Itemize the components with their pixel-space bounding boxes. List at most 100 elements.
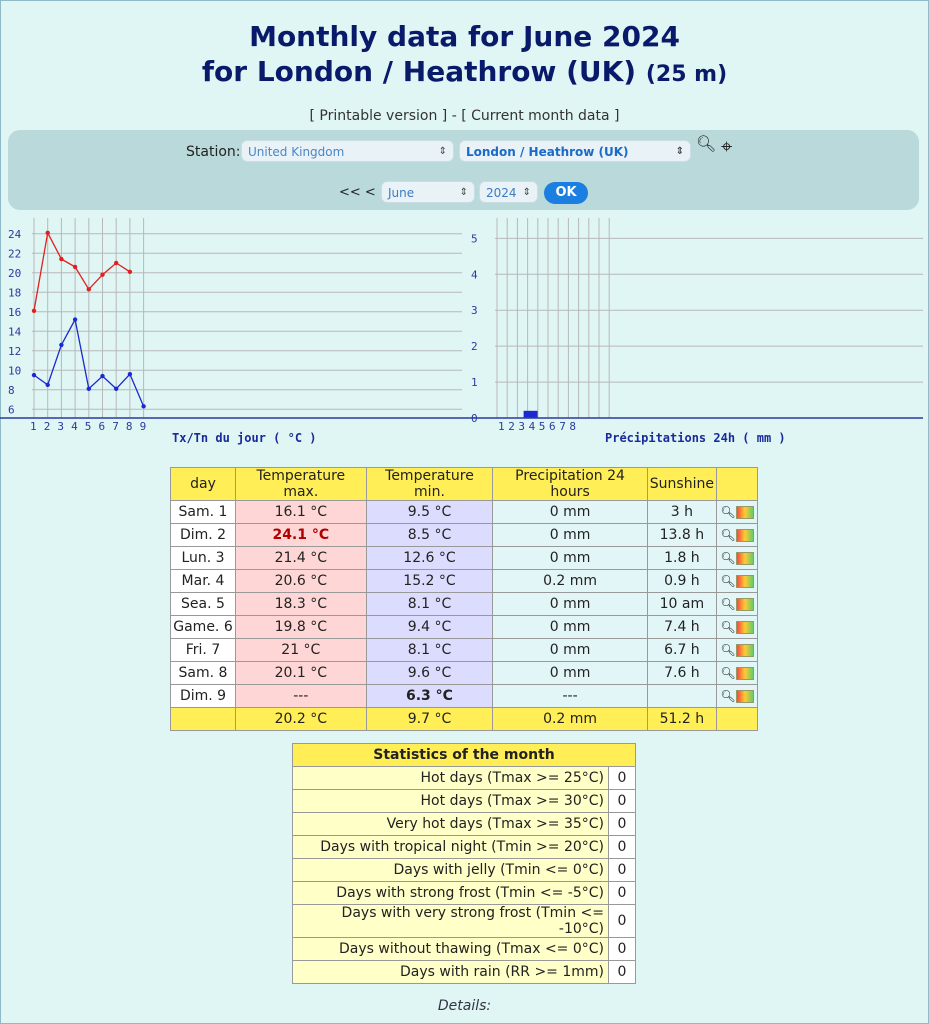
statistic-label: Days without thawing (Tmax <= 0°C) — [292, 937, 609, 961]
y-tick-label: 24 — [8, 228, 22, 241]
tmax-point — [100, 272, 105, 277]
day-cell: Dim. 9 — [170, 684, 236, 708]
statistics-row: Hot days (Tmax >= 25°C) 0 — [292, 766, 636, 790]
map-thumbnail-icon[interactable] — [735, 621, 754, 634]
totals-row: 20.2 °C 9.7 °C 0.2 mm 51.2 h — [170, 707, 758, 731]
sunshine-cell: 7.6 h — [646, 661, 718, 685]
links-separator: - — [447, 108, 462, 124]
tmin-point — [72, 317, 78, 322]
row-actions: 🔍︎ — [716, 615, 758, 639]
precipitation-cell: 0 mm — [492, 546, 648, 570]
tmin-point — [100, 373, 105, 379]
page-subtitle: for London / Heathrow (UK) (25 m) — [0, 55, 929, 88]
precipitation-cell: 0.2 mm — [492, 569, 648, 593]
row-actions: 🔍︎ — [716, 638, 758, 662]
country-select[interactable]: United Kingdom ⇕ — [241, 140, 454, 162]
table-row: Mar. 4 20.6 °C 15.2 °C 0.2 mm 0.9 h 🔍︎ — [170, 569, 758, 593]
zoom-icon[interactable]: 🔍︎ — [720, 689, 736, 703]
y-tick-label: 22 — [8, 247, 21, 260]
totals-label — [170, 707, 236, 731]
station-value: London / Heathrow (UK) — [466, 145, 629, 159]
sunshine-cell — [646, 684, 718, 708]
statistics-header-row: Statistics of the month — [292, 743, 636, 767]
statistic-value: 0 — [608, 904, 636, 938]
table-header-row: day Temperature max. Temperature min. Pr… — [170, 467, 758, 501]
precipitation-cell: 0 mm — [492, 592, 648, 616]
map-thumbnail-icon[interactable] — [735, 529, 754, 542]
map-thumbnail-icon[interactable] — [735, 644, 754, 657]
header-tmax: Temperature max. — [235, 467, 367, 501]
precipitation-axis-label: Précipitations 24h ( mm ) — [605, 431, 786, 445]
x-tick-label: 8 — [569, 420, 576, 433]
map-thumbnail-icon[interactable] — [735, 552, 754, 565]
zoom-icon[interactable]: 🔍︎ — [720, 574, 736, 588]
altitude: (25 m) — [645, 62, 728, 87]
previous-month-button[interactable]: << < — [339, 185, 376, 200]
current-month-link[interactable]: [ Current month data ] — [461, 108, 620, 124]
table-row: Lun. 3 21.4 °C 12.6 °C 0 mm 1.8 h 🔍︎ — [170, 546, 758, 570]
search-icon[interactable]: 🔍︎ — [696, 134, 717, 153]
day-cell: Mar. 4 — [170, 569, 236, 593]
tmax-point — [86, 287, 92, 292]
zoom-icon[interactable]: 🔍︎ — [720, 666, 736, 680]
y-tick-label: 4 — [471, 268, 478, 281]
row-actions: 🔍︎ — [716, 523, 758, 547]
year-select[interactable]: 2024 ⇕ — [479, 181, 538, 203]
precipitation-cell: 0 mm — [492, 500, 648, 524]
statistic-label: Days with rain (RR >= 1mm) — [292, 960, 609, 984]
year-value: 2024 — [486, 186, 517, 200]
x-tick-label: 3 — [57, 420, 64, 433]
y-tick-label: 5 — [471, 232, 478, 245]
tmax-cell: 20.1 °C — [235, 661, 367, 685]
tmax-series-line — [33, 230, 131, 311]
x-tick-label: 4 — [529, 420, 536, 433]
x-tick-label: 1 — [498, 420, 505, 433]
zoom-icon[interactable]: 🔍︎ — [720, 528, 736, 542]
tmax-cell: 21 °C — [235, 638, 367, 662]
statistics-row: Very hot days (Tmax >= 35°C) 0 — [292, 812, 636, 836]
printable-version-link[interactable]: [ Printable version ] — [309, 108, 448, 124]
ok-button[interactable]: OK — [544, 182, 588, 204]
locate-crosshair-icon[interactable]: ⌖ — [721, 134, 733, 158]
tmin-point — [31, 372, 37, 378]
x-tick-label: 2 — [44, 420, 51, 433]
precipitation-chart: 01234512345678Précipitations 24h ( mm ) — [465, 218, 923, 445]
header-sunshine: Sunshine — [646, 467, 718, 501]
station-select[interactable]: London / Heathrow (UK) ⇕ — [459, 140, 691, 162]
day-cell: Sam. 1 — [170, 500, 236, 524]
map-thumbnail-icon[interactable] — [735, 667, 754, 680]
x-tick-label: 9 — [140, 420, 147, 433]
tmin-cell: 12.6 °C — [365, 546, 494, 570]
zoom-icon[interactable]: 🔍︎ — [720, 597, 736, 611]
zoom-icon[interactable]: 🔍︎ — [720, 643, 736, 657]
statistic-value: 0 — [608, 812, 636, 836]
y-tick-label: 2 — [471, 340, 478, 353]
chevron-updown-icon: ⇕ — [675, 146, 684, 157]
x-tick-label: 4 — [71, 420, 78, 433]
map-thumbnail-icon[interactable] — [735, 690, 754, 703]
y-tick-label: 18 — [8, 286, 21, 299]
table-row: Sam. 8 20.1 °C 9.6 °C 0 mm 7.6 h 🔍︎ — [170, 661, 758, 685]
x-tick-label: 5 — [539, 420, 546, 433]
zoom-icon[interactable]: 🔍︎ — [720, 551, 736, 565]
tmin-cell: 9.6 °C — [365, 661, 494, 685]
sunshine-cell: 10 am — [646, 592, 718, 616]
row-actions: 🔍︎ — [716, 569, 758, 593]
map-thumbnail-icon[interactable] — [735, 575, 754, 588]
precipitation-cell: --- — [492, 684, 648, 708]
header-tmin: Temperature min. — [365, 467, 494, 501]
tmax-point — [72, 264, 78, 270]
tmax-cell: 24.1 °C — [235, 523, 367, 547]
zoom-icon[interactable]: 🔍︎ — [720, 620, 736, 634]
map-thumbnail-icon[interactable] — [735, 506, 754, 519]
map-thumbnail-icon[interactable] — [735, 598, 754, 611]
y-tick-label: 12 — [8, 345, 21, 358]
tmin-point — [45, 382, 50, 388]
y-tick-label: 10 — [8, 364, 21, 377]
table-row: Sam. 1 16.1 °C 9.5 °C 0 mm 3 h 🔍︎ — [170, 500, 758, 524]
month-select[interactable]: June ⇕ — [381, 181, 475, 203]
statistic-label: Days with tropical night (Tmin >= 20°C) — [292, 835, 609, 859]
tmin-cell: 15.2 °C — [365, 569, 494, 593]
zoom-icon[interactable]: 🔍︎ — [720, 505, 736, 519]
